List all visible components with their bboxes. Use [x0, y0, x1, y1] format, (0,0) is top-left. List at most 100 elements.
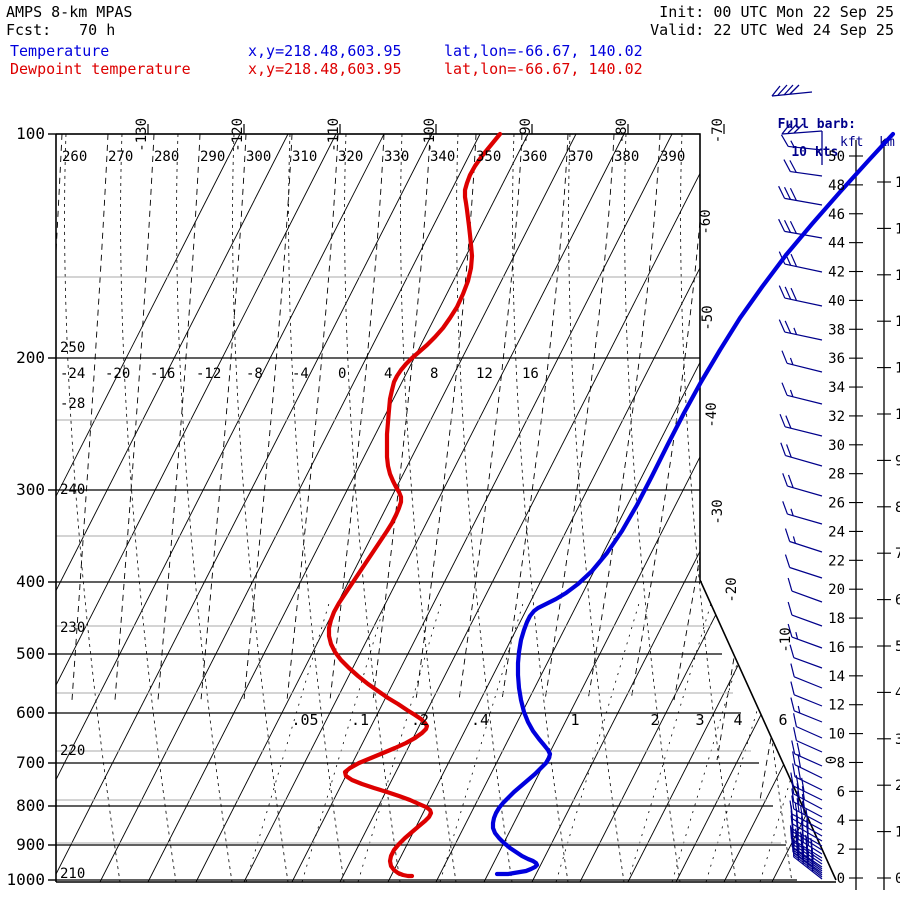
kft-tick-label: 16 [828, 640, 845, 656]
fcst-text: Fcst: [6, 21, 52, 39]
kft-tick-label: 42 [828, 265, 845, 281]
isotherm-right-label: -30 [710, 499, 726, 524]
pressure-label-100: 100 [16, 124, 45, 143]
mixing-ratio-label: .2 [411, 711, 429, 729]
theta-left-label: 250 [60, 340, 85, 356]
barb-legend-line2: 10 kts [791, 145, 839, 160]
mixing-ratio-label: .4 [471, 711, 489, 729]
kft-tick-label: 48 [828, 178, 845, 194]
mixing-ratio-label: 2 [650, 711, 659, 729]
kft-tick-label: 40 [828, 293, 845, 309]
isotherm-mid-label: -16 [150, 366, 175, 382]
isotherm-top-label: -100 [422, 118, 438, 152]
pressure-label-1000: 1000 [6, 870, 45, 889]
isotherm-mid-label: 8 [430, 366, 438, 382]
valid-time: Valid: 22 UTC Wed 24 Sep 25 [650, 21, 894, 39]
isotherm-right-label: 0 [824, 756, 840, 764]
wind-barb [784, 528, 823, 553]
isotherm-top-label: -120 [230, 118, 246, 152]
theta-left-label: 230 [60, 620, 85, 636]
wind-barb [780, 134, 823, 151]
theta-top-label: 330 [384, 149, 409, 165]
pressure-label-700: 700 [16, 753, 45, 772]
barb-legend-line1: Full barb: [777, 117, 856, 132]
temperature-latlon: lat,lon=-66.67, 140.02 [444, 42, 643, 60]
km-tick-label: 7. [895, 546, 900, 562]
pressure-ticks [48, 133, 56, 881]
theta-top-label: 320 [338, 149, 363, 165]
kft-tick-label: 2 [837, 842, 845, 858]
km-tick-label: 10. [895, 407, 900, 423]
mixing-ratio-label: 6 [778, 711, 787, 729]
km-tick-label: 1. [895, 825, 900, 841]
km-tick-label: 6. [895, 593, 900, 609]
dewpoint-trace [326, 131, 503, 879]
altitude-axis [855, 140, 885, 890]
kft-tick-label: 0 [837, 871, 845, 887]
isotherm-left-label: -28 [60, 396, 85, 412]
km-tick-label: 9. [895, 453, 900, 469]
header: AMPS 8-km MPAS Fcst: 70 h Init: 00 UTC Mo… [0, 0, 900, 88]
kft-tick-label: 8 [837, 755, 845, 771]
wind-barb [790, 663, 823, 689]
theta-top-label: 350 [476, 149, 501, 165]
pressure-label-800: 800 [16, 796, 45, 815]
isotherm-right-label: -50 [700, 305, 716, 330]
wind-barb [790, 681, 823, 707]
mixing-ratio-label: .05 [291, 711, 318, 729]
kft-tick-label: 18 [828, 611, 845, 627]
isotherm-right-label: -60 [698, 209, 714, 234]
theta-top-label: 270 [108, 149, 133, 165]
km-tick-label: 13. [895, 268, 900, 284]
pressure-label-200: 200 [16, 348, 45, 367]
wind-barb [793, 843, 823, 880]
wind-barb [782, 473, 823, 497]
wind-barb [792, 751, 823, 779]
isotherm-top-label: -90 [518, 118, 534, 143]
theta-top-label: 300 [246, 149, 271, 165]
isotherm-lines [56, 134, 836, 882]
isotherm-mid-label: 16 [522, 366, 539, 382]
isotherm-right-label: -40 [704, 402, 720, 427]
kft-tick-label: 26 [828, 496, 845, 512]
km-tick-label: 8. [895, 500, 900, 516]
legend-sample-barb-2 [781, 123, 823, 165]
pressure-label-500: 500 [16, 644, 45, 663]
wind-barb [780, 442, 823, 467]
kft-tick-label: 34 [828, 380, 845, 396]
kft-axis-title: kft [840, 135, 864, 150]
wind-barb [778, 319, 823, 341]
pressure-label-600: 600 [16, 703, 45, 722]
wind-barb [789, 644, 823, 669]
moist-adiabat-lines [64, 134, 793, 882]
kft-tick-marks [849, 155, 863, 879]
plot-frame [55, 133, 837, 883]
kft-tick-label: 50 [828, 149, 845, 165]
theta-top-label: 340 [430, 149, 455, 165]
theta-top-label: 390 [660, 149, 685, 165]
kft-tick-label: 22 [828, 553, 845, 569]
wind-barb [778, 285, 823, 307]
mixing-ratio-lines [245, 599, 836, 882]
wind-barb [791, 780, 823, 810]
wind-barb [778, 185, 823, 206]
km-tick-label: 11. [895, 361, 900, 377]
model-title: AMPS 8-km MPAS [6, 3, 133, 21]
kft-tick-label: 24 [828, 524, 845, 540]
isotherm-top-label: -70 [710, 118, 726, 143]
isotherm-mid-label: -4 [292, 366, 309, 382]
isotherm-mid-label: -20 [105, 366, 130, 382]
wind-barb [792, 713, 823, 739]
theta-top-label: 280 [154, 149, 179, 165]
theta-left-label: 240 [60, 482, 85, 498]
top-isotherm-ticks [147, 124, 725, 134]
temperature-trace [490, 131, 896, 877]
kft-tick-label: 12 [828, 698, 845, 714]
dewpoint-legend-label: Dewpoint temperature [10, 60, 191, 78]
isotherm-mid-label: -12 [196, 366, 221, 382]
temperature-xy: x,y=218.48,603.95 [248, 42, 402, 60]
wind-barb-group [778, 134, 823, 880]
theta-top-label: 310 [292, 149, 317, 165]
kft-tick-label: 38 [828, 322, 845, 338]
